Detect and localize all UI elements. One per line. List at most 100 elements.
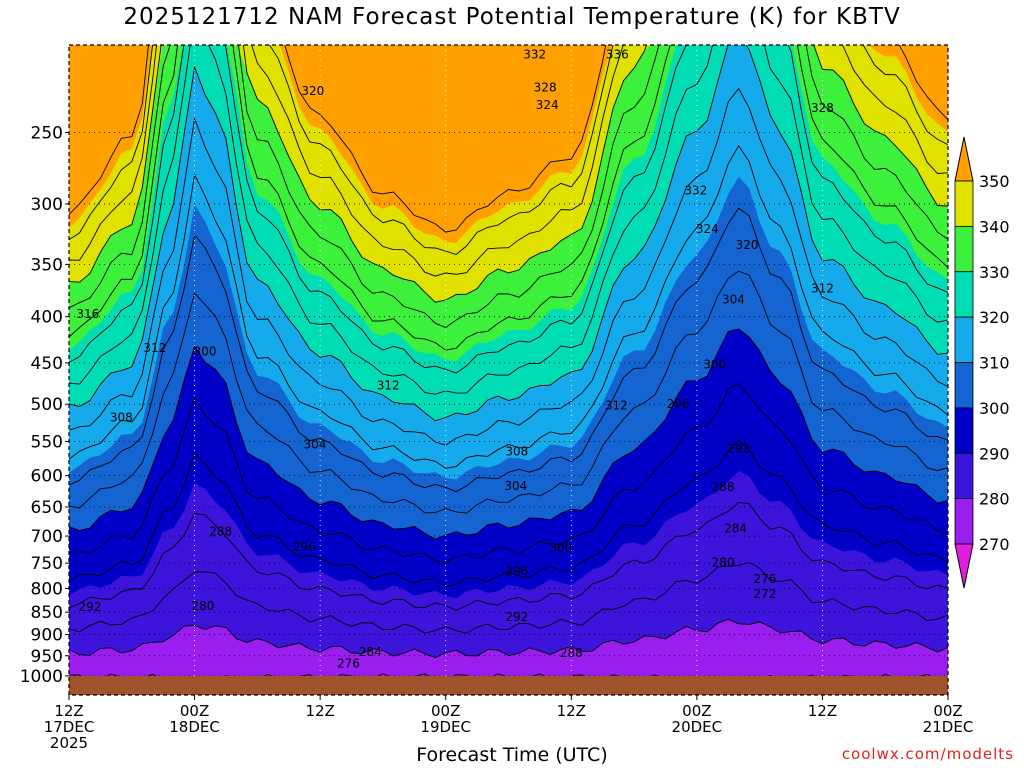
x-tick-label: 00Z: [933, 702, 962, 720]
colorbar-label: 320: [979, 308, 1010, 327]
contour-label: 304: [504, 479, 527, 493]
plot-area: [69, 45, 948, 700]
contour-label: 296: [505, 564, 528, 578]
contour-label: 324: [536, 98, 559, 112]
contour-label: 292: [727, 442, 750, 456]
y-tick-label: 250: [31, 123, 63, 143]
x-tick-label: 12Z: [557, 702, 586, 720]
colorbar-label: 280: [979, 490, 1010, 509]
contour-296: [69, 382, 948, 564]
y-tick-label: 700: [31, 527, 63, 547]
contour-label: 324: [696, 222, 719, 236]
colorbar-segment: [954, 452, 974, 500]
colorbar-segment: [954, 498, 974, 545]
contour-label: 280: [712, 556, 735, 570]
colorbar-label: 310: [979, 354, 1010, 373]
contour-label: 288: [712, 480, 735, 494]
contour-292: [69, 439, 948, 587]
contour-348: [69, 45, 948, 256]
contour-label: 280: [191, 599, 214, 613]
contour-label: 272: [753, 587, 776, 601]
contour-label: 304: [722, 293, 745, 307]
chart-title: 2025121712 NAM Forecast Potential Temper…: [123, 4, 901, 30]
contour-label: 312: [377, 379, 400, 393]
contour-316: [69, 87, 948, 446]
y-tick-label: 450: [31, 354, 63, 374]
contour-label: 284: [359, 645, 382, 659]
x-tick-date-label: 17DEC: [44, 718, 95, 736]
colorbar-label: 350: [979, 172, 1010, 191]
y-tick-label: 800: [31, 579, 63, 599]
colorbar-label: 300: [979, 399, 1010, 418]
contour-label: 300: [549, 541, 572, 555]
contour-label: 308: [505, 444, 528, 458]
contour-320: [69, 45, 948, 422]
contour-label: 336: [606, 48, 629, 62]
x-tick-label: 00Z: [682, 702, 711, 720]
contour-284: [69, 562, 948, 634]
plot-frame: [68, 44, 949, 696]
contour-label: 308: [110, 410, 133, 424]
contour-label: 300: [194, 344, 217, 358]
y-tick-label: 950: [31, 647, 63, 667]
x-tick-label: 00Z: [180, 702, 209, 720]
x-tick-date-label: 19DEC: [420, 718, 471, 736]
x-tick-date-label: 20DEC: [672, 718, 723, 736]
colorbar-label: 270: [979, 535, 1010, 554]
contour-label: 292: [78, 600, 101, 614]
contour-304: [69, 270, 948, 514]
y-tick-label: 500: [31, 395, 63, 415]
contour-336: [69, 45, 948, 329]
colorbar-label: 340: [979, 217, 1010, 236]
band-270: [69, 695, 948, 700]
contour-label: 288: [209, 525, 232, 539]
y-tick-label: 300: [31, 195, 63, 215]
contour-300: [69, 328, 948, 540]
x-tick-date-label: 18DEC: [169, 718, 220, 736]
contour-label: 320: [736, 238, 759, 252]
y-tick-label: 900: [31, 626, 63, 646]
contour-label: 316: [76, 307, 99, 321]
contour-label: 332: [523, 48, 546, 62]
y-tick-label: 750: [31, 554, 63, 574]
contour-352: [69, 45, 948, 233]
colorbar-bottom-arrow: [954, 543, 974, 589]
contour-312: [69, 144, 948, 469]
contour-label: 312: [143, 341, 166, 355]
contour-280: [69, 618, 948, 659]
colorbar-segment: [954, 316, 974, 363]
colorbar-top-arrow: [954, 136, 974, 182]
contour-label: 328: [534, 81, 557, 95]
contour-label: 296: [667, 397, 690, 411]
x-tick-year-label: 2025: [50, 734, 88, 752]
x-tick-label: 12Z: [808, 702, 837, 720]
y-tick-label: 850: [31, 603, 63, 623]
y-tick-label: 350: [31, 255, 63, 275]
contour-label: 312: [605, 399, 628, 413]
contour-label: 288: [560, 646, 583, 660]
colorbar-segment: [954, 362, 974, 409]
contour-label: 276: [753, 572, 776, 586]
contour-label: 320: [301, 84, 324, 98]
y-tick-label: 550: [31, 433, 63, 453]
colorbar-label: 330: [979, 263, 1010, 282]
y-tick-label: 1000: [20, 667, 63, 687]
contour-344: [69, 45, 948, 277]
contour-324: [69, 45, 948, 395]
contour-label: 296: [293, 540, 316, 554]
contour-label: 284: [724, 522, 747, 536]
ground-shading: [69, 675, 948, 695]
contour-label: 332: [684, 184, 707, 198]
credit-link[interactable]: coolwx.com/modelts: [841, 745, 1014, 763]
x-tick-label: 00Z: [431, 702, 460, 720]
y-tick-label: 600: [31, 467, 63, 487]
contour-340: [69, 45, 948, 303]
band-262: [69, 695, 948, 700]
y-tick-label: 400: [31, 308, 63, 328]
contour-label: 312: [811, 281, 834, 295]
contour-328: [69, 45, 948, 374]
contour-308: [69, 207, 948, 493]
x-axis-label: Forecast Time (UTC): [416, 744, 608, 766]
contour-label: 300: [703, 358, 726, 372]
